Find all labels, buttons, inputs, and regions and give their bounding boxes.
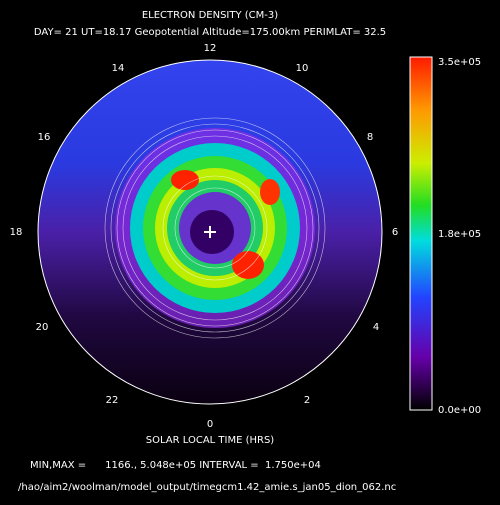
hour-label: 0 — [207, 419, 213, 430]
colorbar-label: 1.8e+05 — [438, 229, 481, 240]
hour-label: 2 — [304, 395, 310, 406]
colorbar — [409, 56, 433, 411]
title: ELECTRON DENSITY (CM-3) — [142, 10, 278, 21]
axis-label: SOLAR LOCAL TIME (HRS) — [146, 435, 275, 446]
file-path: /hao/aim2/woolman/model_output/timegcm1.… — [18, 482, 396, 493]
hour-label: 12 — [204, 43, 217, 54]
hour-label: 16 — [38, 132, 51, 143]
colorbar-label: 3.5e+05 — [438, 57, 481, 68]
hour-label: 10 — [296, 63, 309, 74]
pole-marker — [204, 226, 216, 238]
hour-label: 14 — [112, 63, 125, 74]
hour-label: 6 — [392, 227, 398, 238]
hour-label: 18 — [10, 227, 23, 238]
hour-label: 8 — [367, 132, 373, 143]
stats: MIN,MAX = 1166., 5.048e+05 INTERVAL = 1.… — [30, 460, 321, 471]
polar-boundary — [37, 59, 383, 405]
colorbar-label: 0.0e+00 — [438, 405, 481, 416]
hour-label: 4 — [373, 322, 379, 333]
hour-label: 22 — [106, 395, 119, 406]
hour-label: 20 — [36, 322, 49, 333]
subtitle: DAY= 21 UT=18.17 Geopotential Altitude=1… — [34, 27, 386, 38]
